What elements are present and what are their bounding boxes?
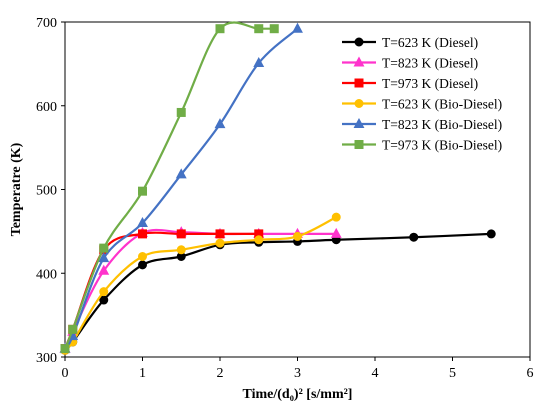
legend-marker — [353, 56, 365, 67]
series-layer — [59, 21, 496, 355]
legend: T=623 K (Diesel) T=823 K (Diesel) T=973 K … — [342, 35, 502, 153]
data-point — [98, 252, 110, 263]
plot-frame — [64, 21, 531, 358]
data-point — [176, 229, 186, 239]
legend-marker — [354, 140, 364, 149]
legend-label: T=973 K (Bio-Diesel) — [382, 138, 502, 153]
plot-area — [64, 21, 531, 358]
legend-entry: T=623 K (Diesel) — [342, 35, 478, 50]
series-6 — [60, 21, 279, 354]
data-point — [137, 216, 148, 227]
legend-label: T=823 K (Diesel) — [382, 56, 478, 71]
data-point — [138, 260, 147, 270]
data-point — [176, 107, 186, 117]
legend-entry: T=823 K (Diesel) — [342, 56, 478, 71]
data-point — [409, 232, 419, 242]
data-point — [214, 118, 226, 129]
x-tick-label: 0 — [62, 366, 69, 381]
data-point — [254, 24, 264, 34]
y-axis-title: Temperatre (K) — [9, 142, 24, 236]
data-point — [138, 229, 147, 239]
data-point — [99, 295, 109, 305]
data-point — [60, 344, 70, 354]
legend-marker — [354, 37, 364, 47]
x-tick-label: 4 — [372, 366, 379, 381]
legend-marker — [354, 99, 364, 108]
data-point — [253, 56, 265, 68]
data-point — [486, 229, 496, 239]
data-point — [331, 212, 341, 222]
y-tick-label: 300 — [36, 351, 57, 366]
data-point — [138, 186, 147, 196]
y-tick-label: 400 — [36, 267, 57, 282]
data-point — [215, 24, 225, 34]
legend-marker — [353, 117, 365, 128]
legend-entry: T=823 K (Bio-Diesel) — [342, 117, 502, 132]
legend-entry: T=623 K (Bio-Diesel) — [342, 97, 502, 112]
legend-marker — [354, 78, 364, 88]
data-point — [99, 287, 109, 297]
legend-label: T=623 K (Bio-Diesel) — [382, 97, 502, 112]
x-tick-label: 1 — [139, 366, 146, 381]
x-tick-label: 3 — [294, 366, 301, 381]
data-point — [215, 229, 225, 239]
data-point — [330, 227, 342, 238]
x-tick-label: 2 — [217, 366, 224, 381]
y-tick-label: 500 — [36, 184, 57, 199]
legend-label: T=973 K (Diesel) — [382, 76, 478, 91]
data-point — [99, 243, 109, 253]
data-point — [176, 245, 186, 255]
x-axis-title: Time/(d₀)² [s/mm²] — [243, 387, 353, 402]
data-point — [254, 235, 264, 245]
legend-label: T=623 K (Diesel) — [382, 35, 478, 50]
data-point — [292, 22, 303, 33]
y-tick-label: 600 — [36, 100, 57, 115]
data-point — [175, 168, 187, 179]
x-tick-label: 6 — [527, 366, 534, 381]
y-tick-label: 700 — [36, 16, 57, 31]
axes: 0 1 2 3 4 5 6 300 400 500 600 700 — [36, 16, 534, 381]
series-line — [63, 21, 275, 350]
legend-label: T=823 K (Bio-Diesel) — [382, 117, 502, 132]
data-point — [98, 264, 110, 275]
data-point — [215, 238, 225, 248]
data-point — [293, 231, 302, 241]
data-point — [269, 24, 279, 34]
data-point — [138, 252, 147, 261]
x-tick-label: 5 — [449, 366, 456, 381]
legend-entry: T=973 K (Diesel) — [342, 76, 478, 91]
data-point — [68, 324, 78, 334]
legend-entry: T=973 K (Bio-Diesel) — [342, 138, 502, 153]
